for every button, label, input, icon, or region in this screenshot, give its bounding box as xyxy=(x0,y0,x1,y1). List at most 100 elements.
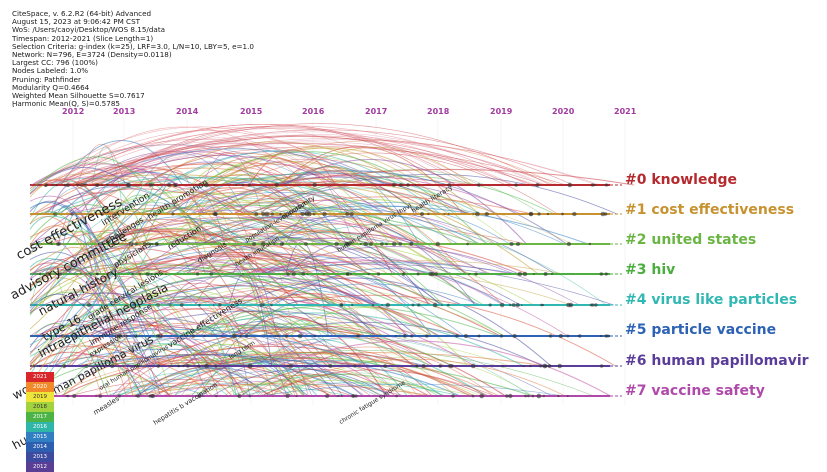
node-dot xyxy=(539,364,543,368)
node-dot xyxy=(150,393,156,399)
link-arc xyxy=(47,124,479,186)
node-dot xyxy=(251,241,257,247)
link-arc xyxy=(65,232,151,275)
node-dot xyxy=(39,273,42,275)
node-dot xyxy=(148,394,152,398)
link-arc xyxy=(249,175,555,215)
node-dot xyxy=(286,272,290,276)
node-dot xyxy=(543,364,548,368)
link-arc xyxy=(45,143,537,186)
link-arc xyxy=(29,213,155,386)
info-line: Nodes Labeled: 1.0% xyxy=(12,66,89,76)
node-dot xyxy=(154,242,159,246)
info-line: August 15, 2023 at 9:06:42 PM CST xyxy=(12,17,141,27)
year-label: 2012 xyxy=(62,107,85,116)
link-arc xyxy=(29,292,170,314)
info-line: Largest CC: 796 (100%) xyxy=(12,58,98,68)
year-label: 2017 xyxy=(365,107,388,116)
node-dot xyxy=(248,394,252,398)
node-dot xyxy=(476,183,481,187)
node-dot xyxy=(514,183,518,187)
node-dot xyxy=(434,272,438,276)
link-arc xyxy=(29,243,104,287)
node-dot xyxy=(134,242,138,246)
node-dot xyxy=(416,272,420,276)
node-dot xyxy=(367,272,371,276)
link-arc xyxy=(29,182,106,218)
node-dot xyxy=(220,335,223,337)
link-arc xyxy=(246,353,391,397)
link-arc xyxy=(105,216,250,245)
node-dot xyxy=(599,272,604,276)
node-dot xyxy=(515,241,521,247)
year-label: 2013 xyxy=(113,107,136,116)
legend-swatch: 2014 xyxy=(26,442,54,452)
link-arc xyxy=(47,177,384,215)
node-dot xyxy=(557,394,560,398)
node-dot xyxy=(55,183,58,187)
node-dot xyxy=(261,211,266,217)
link-arc xyxy=(191,329,457,397)
node-dot xyxy=(425,334,429,338)
link-arc xyxy=(66,204,336,275)
link-arc xyxy=(94,141,535,186)
link-arc xyxy=(101,328,372,367)
year-label: 2021 xyxy=(614,107,637,116)
node-dot xyxy=(499,302,505,308)
link-arc xyxy=(130,285,383,306)
node-dot xyxy=(350,272,353,276)
link-arc xyxy=(29,237,112,337)
link-arc xyxy=(247,263,364,337)
node-dot xyxy=(274,182,279,188)
link-arc xyxy=(29,225,117,306)
node-dot xyxy=(338,395,340,397)
node-dot xyxy=(567,182,573,188)
node-dot xyxy=(96,272,99,276)
node-dot xyxy=(353,364,357,368)
node-dot xyxy=(512,333,517,339)
link-arc xyxy=(29,251,114,337)
node-dot xyxy=(182,364,185,368)
link-arc xyxy=(72,374,171,397)
link-arc xyxy=(223,382,306,397)
info-line: Harmonic Mean(Q, S)=0.5785 xyxy=(12,99,120,109)
legend-swatch: 2015 xyxy=(26,432,54,442)
link-arc xyxy=(161,201,452,275)
link-arc xyxy=(209,336,274,397)
link-arc xyxy=(92,382,277,397)
link-arc xyxy=(216,340,402,397)
info-line: Weighted Mean Silhouette S=0.7617 xyxy=(12,91,145,101)
info-line: CiteSpace, v. 6.2.R2 (64-bit) Advanced xyxy=(12,9,152,18)
link-arc xyxy=(266,182,497,215)
link-arc xyxy=(29,200,135,306)
link-arc xyxy=(233,180,437,215)
node-dot xyxy=(312,212,316,216)
node-dot xyxy=(262,303,265,307)
node-dot xyxy=(150,272,153,276)
link-arc xyxy=(29,184,107,293)
link-arc xyxy=(276,260,565,275)
node-dot xyxy=(363,241,369,247)
node-dot xyxy=(284,334,289,338)
node-dot xyxy=(297,333,303,339)
link-arc xyxy=(140,182,471,215)
link-arc xyxy=(273,230,360,245)
node-dot xyxy=(410,334,414,338)
node-dot xyxy=(572,211,577,217)
node-dot xyxy=(541,303,545,307)
link-arc xyxy=(250,373,372,397)
link-arc xyxy=(109,244,381,275)
node-dot xyxy=(532,273,535,275)
node-dot xyxy=(570,304,572,306)
node-dot xyxy=(116,333,122,339)
node-dot xyxy=(186,364,190,368)
node-dot xyxy=(376,272,381,276)
link-arc xyxy=(59,171,234,215)
link-arc xyxy=(154,357,430,397)
link-arc xyxy=(69,292,201,367)
link-arc xyxy=(286,166,420,245)
link-arc xyxy=(29,202,158,367)
node-dot xyxy=(566,302,571,308)
node-dot xyxy=(566,241,572,247)
node-dot xyxy=(204,363,209,369)
